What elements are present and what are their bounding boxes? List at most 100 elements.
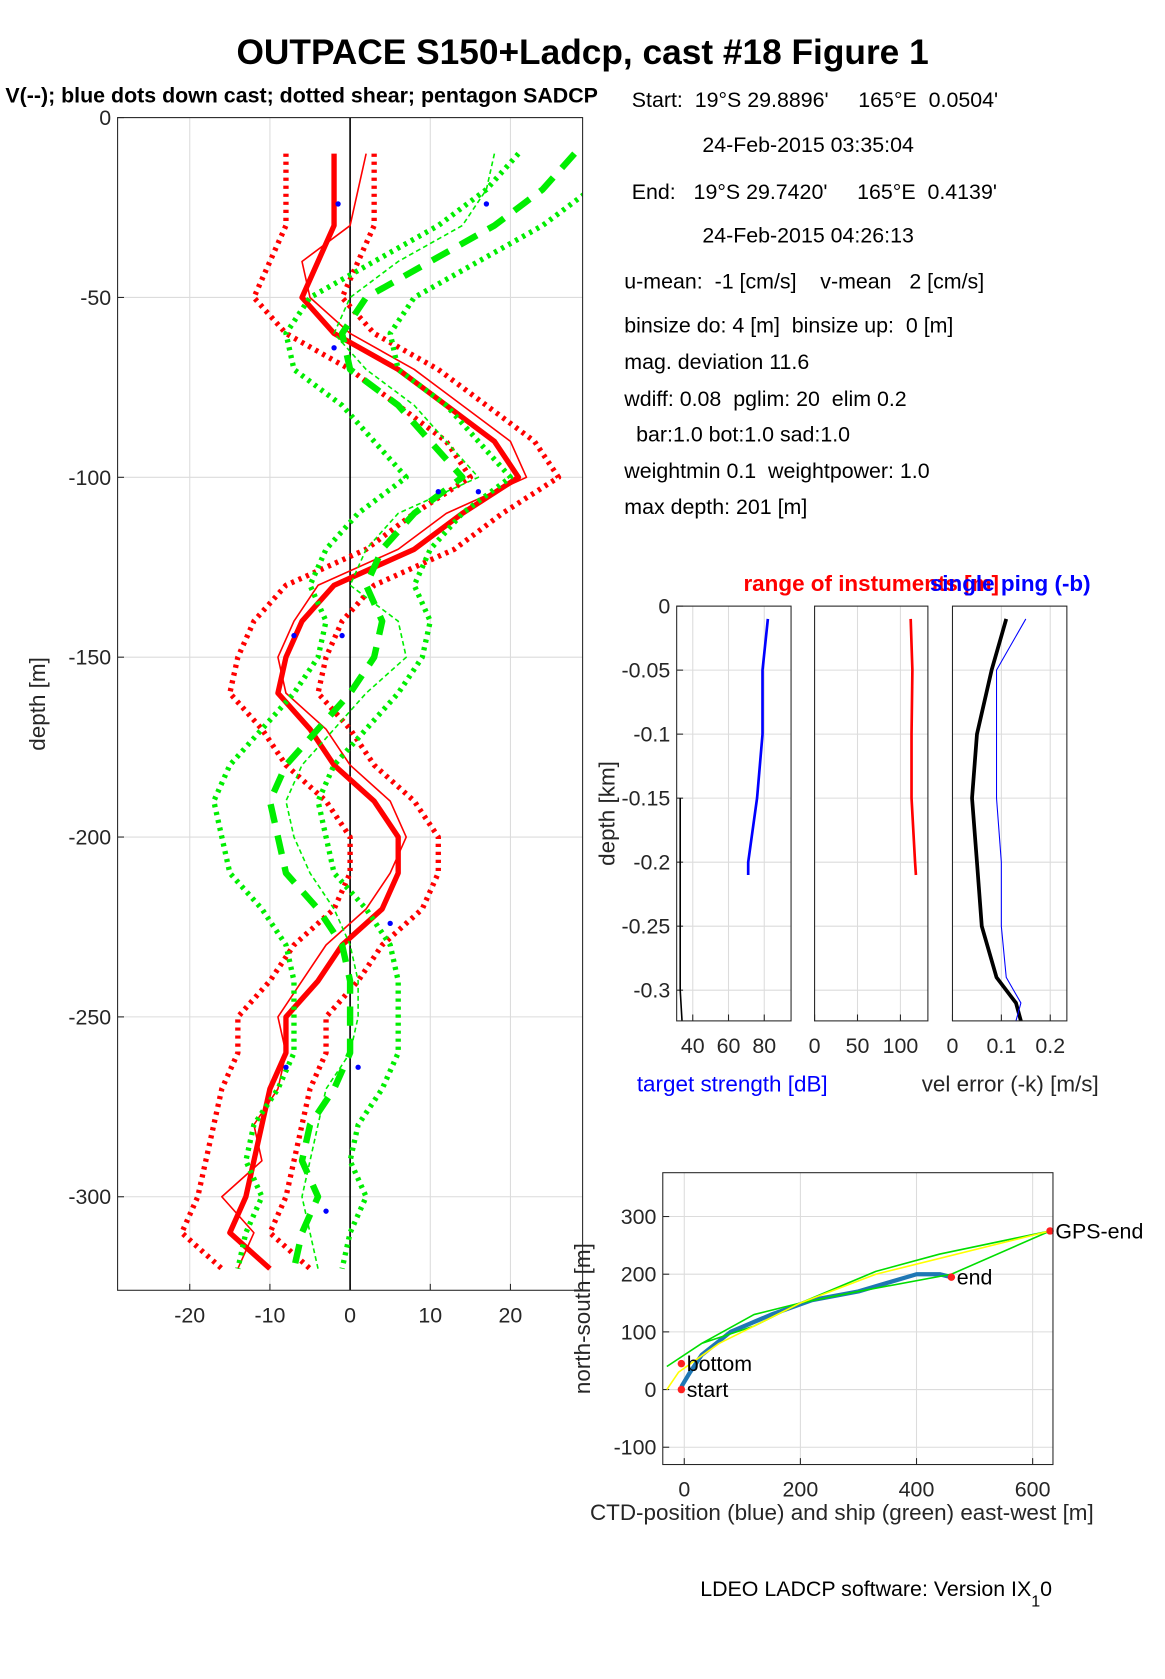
y-tick-label: -0.3 bbox=[633, 979, 670, 1003]
subtitle: V(--); blue dots down cast; dotted shear… bbox=[5, 84, 598, 108]
footer-text: LDEO LADCP software: Version IX bbox=[700, 1577, 1031, 1601]
annotation-marker bbox=[677, 1385, 686, 1394]
info-line: End: 19°S 29.7420' 165°E 0.4139' bbox=[632, 180, 997, 204]
x-tick-label: 200 bbox=[783, 1478, 819, 1502]
y-tick-label: 300 bbox=[621, 1205, 657, 1229]
info-line: u-mean: -1 [cm/s] v-mean 2 [cm/s] bbox=[624, 270, 984, 294]
y-axis-label: north-south [m] bbox=[570, 1243, 595, 1394]
annotation: start bbox=[687, 1378, 729, 1402]
figure-body: OUTPACE S150+Ladcp, cast #18 Figure 1 V(… bbox=[5, 33, 1143, 1611]
down-cast-dot bbox=[335, 201, 341, 207]
x-tick-label: -10 bbox=[254, 1303, 285, 1327]
axes-box bbox=[662, 1172, 1054, 1466]
y-tick-label: 0 bbox=[658, 595, 670, 619]
plot-marks bbox=[179, 117, 583, 1291]
profile-line bbox=[179, 153, 474, 1271]
y-axis-label: depth [km] bbox=[595, 761, 620, 866]
annotation-marker bbox=[677, 1359, 686, 1368]
plot-marks bbox=[909, 618, 918, 876]
down-cast-dot bbox=[475, 489, 482, 495]
x-tick-label: 40 bbox=[681, 1034, 705, 1058]
profile-line bbox=[746, 618, 770, 875]
y-tick-label: -50 bbox=[80, 286, 111, 310]
down-cast-dot bbox=[483, 201, 490, 207]
y-tick-label: -100 bbox=[68, 466, 111, 490]
y-tick-label: 200 bbox=[621, 1263, 657, 1287]
x-tick-label: 400 bbox=[899, 1478, 935, 1502]
axes-box bbox=[676, 605, 792, 1022]
x-tick-label: -20 bbox=[174, 1303, 205, 1327]
info-line: max depth: 201 [m] bbox=[624, 495, 807, 519]
plot-marks bbox=[970, 618, 1027, 1021]
info-line: wdiff: 0.08 pglim: 20 elim 0.2 bbox=[623, 387, 906, 411]
annotation: end bbox=[957, 1266, 993, 1290]
footer-text: 0 bbox=[1040, 1577, 1052, 1601]
info-line: bar:1.0 bot:1.0 sad:1.0 bbox=[624, 422, 850, 446]
x-tick-label: 100 bbox=[883, 1034, 919, 1058]
y-tick-label: -0.25 bbox=[622, 915, 671, 939]
plot-area bbox=[676, 606, 792, 1021]
down-cast-dot bbox=[323, 1208, 329, 1214]
y-tick-label: -0.05 bbox=[622, 659, 671, 683]
profile-line bbox=[221, 153, 528, 1270]
info-line: mag. deviation 11.6 bbox=[624, 350, 809, 374]
x-tick-label: 0 bbox=[344, 1303, 356, 1327]
x-tick-label: 10 bbox=[418, 1303, 442, 1327]
x-tick-label: 0 bbox=[947, 1034, 959, 1058]
down-cast-dot bbox=[331, 345, 337, 351]
x-axis-label: target strength [dB] bbox=[637, 1071, 828, 1096]
profile-line bbox=[679, 798, 683, 1021]
plot-marks bbox=[679, 618, 770, 1021]
annotation-marker bbox=[947, 1273, 956, 1281]
profile-line bbox=[970, 618, 1023, 1021]
axes: -20 -10 0 10 20-300-250-200-150-100-500 bbox=[68, 106, 583, 1327]
y-tick-label: 0 bbox=[644, 1378, 656, 1402]
title: OUTPACE S150+Ladcp, cast #18 Figure 1 bbox=[237, 33, 929, 72]
profile-line bbox=[285, 153, 496, 1269]
profile-line bbox=[909, 618, 918, 876]
x-tick-label: 0.1 bbox=[987, 1034, 1017, 1058]
y-tick-label: -250 bbox=[68, 1005, 111, 1029]
y-tick-label: -100 bbox=[614, 1436, 657, 1460]
info-line: 24-Feb-2015 04:26:13 bbox=[702, 224, 914, 248]
footer: LDEO LADCP software: Version IX10 bbox=[700, 1577, 1052, 1611]
x-tick-label: 20 bbox=[499, 1303, 523, 1327]
x-tick-label: 80 bbox=[752, 1034, 776, 1058]
x-tick-label: 60 bbox=[717, 1034, 741, 1058]
info-line: Start: 19°S 29.8896' 165°E 0.0504' bbox=[632, 88, 998, 112]
y-tick-label: -300 bbox=[68, 1185, 111, 1209]
x-tick-label: 600 bbox=[1015, 1478, 1051, 1502]
track-line bbox=[666, 1230, 1051, 1391]
down-cast-dot bbox=[387, 920, 393, 927]
y-tick-label: -200 bbox=[68, 826, 111, 850]
plot-area bbox=[952, 606, 1067, 1021]
profile-line bbox=[266, 151, 577, 1270]
down-cast-dot bbox=[355, 1064, 361, 1070]
panel-title: range of instuments [m] bbox=[743, 571, 999, 596]
axes-box bbox=[117, 117, 584, 1291]
info-line: weightmin 0.1 weightpower: 1.0 bbox=[623, 459, 929, 483]
info-line: binsize do: 4 [m] binsize up: 0 [m] bbox=[624, 313, 953, 337]
x-axis-label: CTD-position (blue) and ship (green) eas… bbox=[590, 1500, 1094, 1525]
down-cast-dot bbox=[291, 632, 297, 639]
panel-title: single ping (-b) bbox=[930, 571, 1091, 596]
profile-line bbox=[315, 192, 583, 1270]
axes-box bbox=[814, 605, 929, 1022]
plot-area bbox=[662, 1172, 1053, 1465]
axes-box bbox=[951, 605, 1068, 1022]
x-axis-label: vel error (-k) [m/s] bbox=[922, 1071, 1099, 1096]
y-tick-label: 0 bbox=[99, 106, 111, 130]
axes: 0 50 100 bbox=[809, 605, 928, 1058]
x-tick-label: 0 bbox=[678, 1478, 690, 1502]
y-tick-label: -0.1 bbox=[633, 723, 670, 747]
axes: 0 200 400 600 -100 0 100 200 300 bbox=[614, 1172, 1053, 1502]
y-axis-label: depth [m] bbox=[25, 657, 50, 751]
y-tick-label: -150 bbox=[68, 646, 111, 670]
annotation: GPS-end bbox=[1055, 1219, 1143, 1243]
annotation-marker bbox=[1046, 1227, 1054, 1235]
x-tick-label: 0.2 bbox=[1035, 1034, 1065, 1058]
annotation: bottom bbox=[687, 1352, 752, 1376]
plot-area bbox=[814, 606, 928, 1021]
y-tick-label: 100 bbox=[621, 1320, 657, 1344]
